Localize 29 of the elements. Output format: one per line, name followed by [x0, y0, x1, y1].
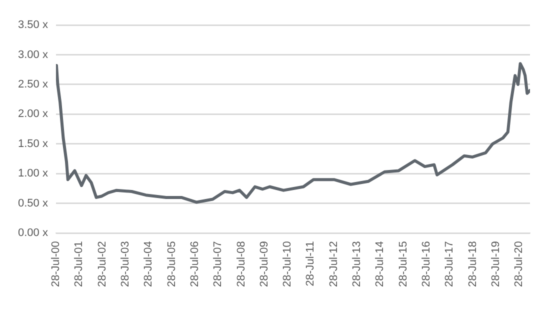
x-tick-label: 28-Jul-17 [444, 241, 456, 287]
x-tick-label: 28-Jul-00 [50, 241, 62, 287]
x-tick-label: 28-Jul-06 [188, 241, 201, 287]
x-tick-label: 28-Jul-11 [304, 241, 317, 286]
y-tick-label: 1.50 x [18, 138, 48, 150]
x-tick-label: 28-Jul-08 [235, 241, 248, 287]
x-tick-label: 28-Jul-19 [490, 241, 502, 287]
x-tick-label: 28-Jul-15 [397, 241, 410, 287]
x-tick-label: 28-Jul-16 [420, 241, 433, 287]
y-tick-label: 0.00 x [18, 227, 48, 240]
y-tick-label: 2.50 x [18, 78, 48, 90]
x-tick-label: 28-Jul-09 [258, 241, 270, 287]
x-tick-label: 28-Jul-04 [142, 241, 155, 287]
x-tick-label: 28-Jul-13 [351, 241, 364, 287]
y-tick-label: 3.00 x [18, 48, 48, 61]
y-tick-label: 2.00 x [18, 108, 48, 120]
x-tick-label: 28-Jul-07 [212, 241, 224, 287]
x-tick-label: 28-Jul-18 [466, 241, 479, 287]
y-tick-label: 1.00 x [18, 168, 48, 180]
x-tick-label: 28-Jul-14 [374, 241, 386, 287]
x-tick-label: 28-Jul-01 [73, 241, 86, 287]
y-tick-label: 3.50 x [18, 19, 48, 32]
x-tick-label: 28-Jul-20 [513, 241, 526, 287]
x-tick-label: 28-Jul-03 [119, 241, 132, 287]
x-tick-label: 28-Jul-05 [166, 241, 178, 287]
x-tick-label: 28-Jul-12 [328, 241, 340, 287]
y-tick-label: 0.50 x [18, 197, 48, 210]
x-tick-label: 28-Jul-10 [282, 241, 294, 287]
x-tick-label: 28-Jul-02 [96, 241, 108, 287]
